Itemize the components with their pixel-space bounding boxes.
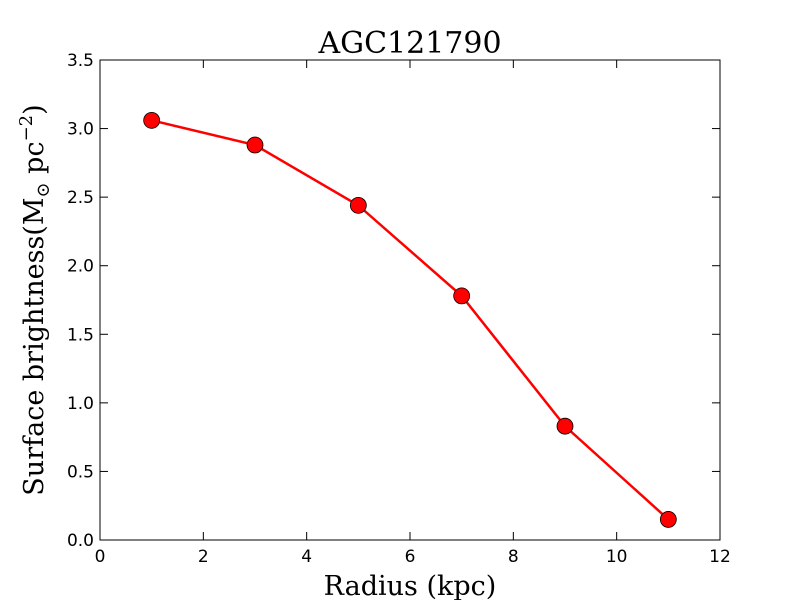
y-tick-label: 2.0 (67, 257, 94, 277)
y-axis-label-main: Surface brightness(M (19, 198, 50, 496)
y-tick-label: 0.5 (67, 462, 94, 482)
y-axis-label-mid: pc (19, 141, 50, 182)
y-tick-label: 3.0 (67, 120, 94, 140)
y-axis-label-end: ) (19, 104, 50, 115)
y-tick-label: 3.5 (67, 51, 94, 71)
y-tick-label: 2.5 (67, 188, 94, 208)
x-tick-label: 4 (301, 547, 312, 567)
y-axis-ticks: 0.0 0.5 1.0 1.5 2.0 2.5 3.0 3.5 (67, 51, 720, 551)
data-point (556, 417, 574, 435)
series-line (151, 119, 670, 521)
data-point (246, 136, 264, 154)
data-point (659, 511, 677, 528)
data-point (453, 287, 471, 305)
data-point (143, 111, 161, 129)
x-tick-label: 2 (198, 547, 209, 567)
y-axis-label: Surface brightness(M⊙ pc−2) (16, 104, 54, 495)
series-layer (143, 111, 677, 528)
y-tick-label: 1.5 (67, 325, 94, 345)
y-axis-label-sub: ⊙ (33, 182, 54, 197)
x-tick-label: 6 (405, 547, 416, 567)
chart-title: AGC121790 (317, 26, 501, 61)
x-tick-label: 0 (95, 547, 106, 567)
plot-frame (99, 59, 721, 541)
x-axis-ticks: 0 2 4 6 8 10 12 (95, 60, 731, 567)
x-tick-label: 8 (508, 547, 519, 567)
x-tick-label: 12 (709, 547, 731, 567)
plot-area: 0 2 4 6 8 10 12 0.0 0.5 1.0 1.5 2.0 2.5 3.0 3.5 (67, 51, 731, 567)
x-tick-label: 10 (606, 547, 628, 567)
y-tick-label: 0.0 (67, 531, 94, 551)
data-point (349, 196, 367, 214)
y-tick-label: 1.0 (67, 394, 94, 414)
y-axis-label-sup: −2 (16, 115, 37, 142)
x-axis-label: Radius (kpc) (324, 571, 497, 600)
